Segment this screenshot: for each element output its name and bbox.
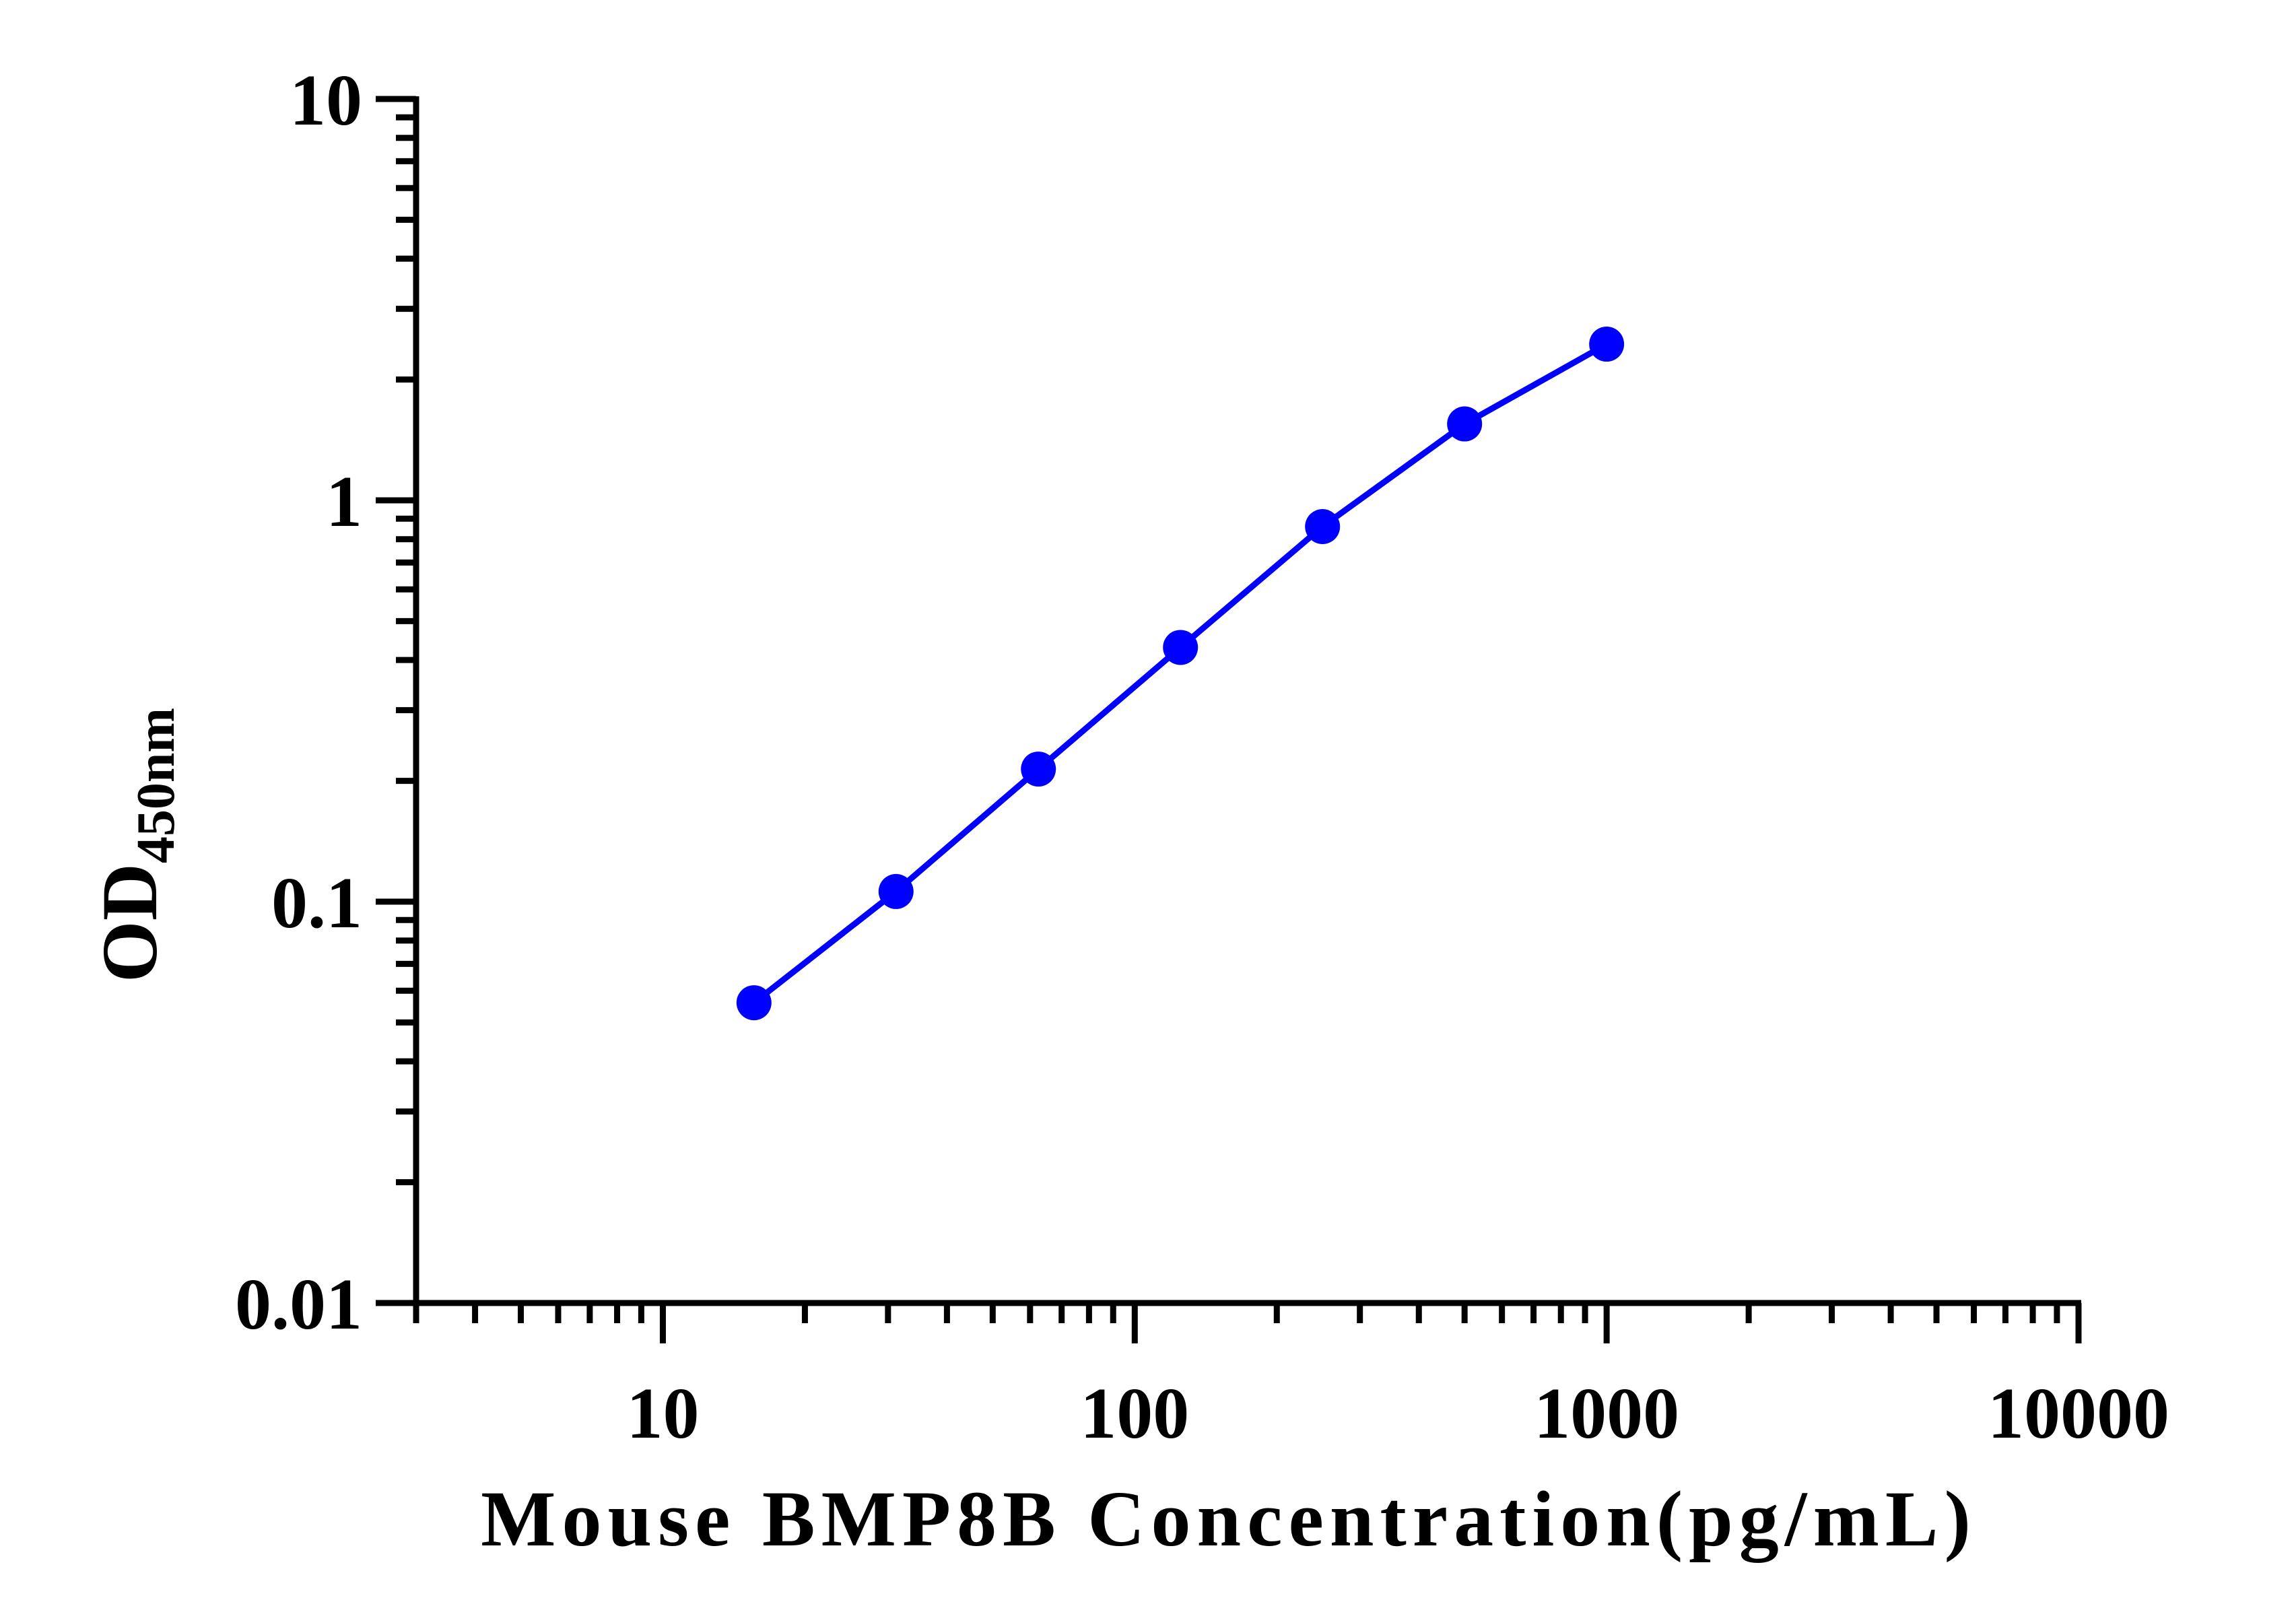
data-point <box>1589 327 1625 362</box>
series-line <box>752 341 1609 1005</box>
y-tick-label: 0.01 <box>235 1265 362 1345</box>
y-tick-label: 0.1 <box>271 863 362 943</box>
x-tick-label: 10000 <box>1988 1374 2169 1454</box>
y-tick-label: 10 <box>290 61 362 141</box>
data-point <box>736 985 772 1021</box>
data-series <box>736 327 1625 1021</box>
y-axis-title: OD450nm <box>86 708 186 982</box>
x-axis-title: Mouse BMP8B Concentration(pg/mL) <box>481 1475 1977 1563</box>
axis-labels: Mouse BMP8B Concentration(pg/mL) OD450nm… <box>86 61 2169 1563</box>
x-tick-label: 100 <box>1080 1374 1189 1454</box>
y-tick-label: 1 <box>326 462 362 542</box>
data-point <box>878 873 914 909</box>
x-tick-label: 10 <box>626 1374 699 1454</box>
y-axis-title-main: OD <box>86 863 174 982</box>
data-point <box>1163 630 1198 665</box>
data-point <box>1447 406 1483 442</box>
y-axis-title-subscript: 450nm <box>127 708 186 863</box>
data-point <box>1021 751 1056 787</box>
x-tick-label: 1000 <box>1534 1374 1679 1454</box>
data-point <box>1305 509 1341 545</box>
axes <box>376 96 2082 1343</box>
